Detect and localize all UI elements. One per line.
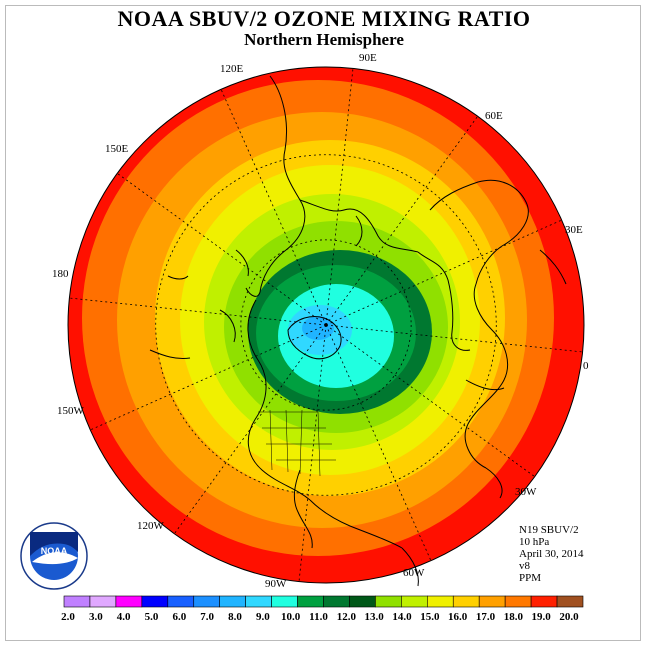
colorbar-swatch [167, 595, 195, 608]
colorbar-swatch [219, 595, 246, 608]
meridian-line [325, 324, 535, 477]
longitude-label: 120W [137, 520, 164, 532]
meridian-line [117, 173, 327, 326]
meridian-line [220, 89, 327, 326]
colorbar-swatch [141, 595, 169, 608]
colorbar-swatch [115, 595, 143, 608]
noaa-logo: NOAA [20, 522, 88, 590]
version-label: v8 [519, 560, 530, 572]
meridian-line [298, 324, 327, 582]
colorbar-tick-label: 8.0 [228, 611, 242, 623]
figure-frame [5, 5, 641, 641]
colorbar-swatch [530, 595, 558, 608]
longitude-label: 150E [105, 143, 129, 155]
date-label: April 30, 2014 [519, 548, 584, 560]
colorbar-swatch [556, 595, 584, 608]
figure-title: NOAA SBUV/2 OZONE MIXING RATIO [117, 6, 531, 31]
colorbar: 2.0 3.0 4.0 5.0 6.0 7.0 8.0 9.0 10.0 11.0 12.0 13.0… [61, 595, 584, 623]
colorbar-tick-label: 16.0 [448, 611, 468, 623]
colorbar-tick-label: 5.0 [145, 611, 159, 623]
colorbar-tick-label: 6.0 [172, 611, 186, 623]
colorbar-tick-label: 15.0 [420, 611, 440, 623]
longitude-label: 150W [57, 405, 84, 417]
colorbar-swatch [89, 595, 117, 608]
colorbar-tick-label: 14.0 [392, 611, 412, 623]
longitude-label: 90W [265, 578, 287, 590]
meridian-line [325, 68, 354, 326]
colorbar-tick-label: 4.0 [117, 611, 131, 623]
colorbar-swatch [401, 595, 428, 608]
lat-lon-grid [69, 68, 583, 582]
meridian-line [90, 324, 327, 431]
colorbar-tick-label: 17.0 [476, 611, 496, 623]
colorbar-tick-label: 20.0 [559, 611, 579, 623]
longitude-label: 30E [565, 224, 583, 236]
colorbar-swatch [349, 595, 376, 608]
colorbar-tick-label: 10.0 [281, 611, 301, 623]
colorbar-tick-label: 13.0 [365, 611, 385, 623]
colorbar-swatch [504, 595, 532, 608]
longitude-label: 180 [52, 268, 69, 280]
figure-subtitle: Northern Hemisphere [244, 30, 404, 49]
colorbar-swatch [452, 595, 480, 608]
colorbar-swatch [323, 595, 350, 608]
colorbar-tick-label: 2.0 [61, 611, 75, 623]
map-boundary [67, 66, 585, 584]
satellite-label: N19 SBUV/2 [519, 524, 579, 536]
logo-text: NOAA [41, 546, 68, 556]
contour-8 [302, 316, 334, 340]
colorbar-tick-label: 18.0 [504, 611, 524, 623]
longitude-label: 30W [515, 486, 537, 498]
colorbar-tick-label: 19.0 [532, 611, 552, 623]
longitude-label: 60E [485, 110, 503, 122]
colorbar-swatch [297, 595, 324, 608]
colorbar-tick-label: 12.0 [337, 611, 357, 623]
colorbar-swatch [245, 595, 272, 608]
colorbar-tick-label: 11.0 [309, 611, 328, 623]
colorbar-swatch [63, 595, 91, 608]
units-label: PPM [519, 572, 542, 584]
colorbar-swatch [426, 595, 454, 608]
colorbar-tick-label: 3.0 [89, 611, 103, 623]
info-block: N19 SBUV/2 10 hPa April 30, 2014 v8 PPM [519, 524, 583, 584]
meridian-line [325, 324, 583, 353]
longitude-label: 90E [359, 52, 377, 64]
pressure-level: 10 hPa [519, 536, 550, 548]
colorbar-swatch [271, 595, 298, 608]
meridian-line [325, 116, 478, 326]
longitude-label: 120E [220, 63, 244, 75]
longitude-label: 60W [403, 567, 425, 579]
colorbar-swatch [193, 595, 221, 608]
meridian-line [69, 297, 327, 326]
meridian-line [174, 324, 327, 534]
colorbar-tick-label: 9.0 [256, 611, 270, 623]
colorbar-swatch [375, 595, 402, 608]
colorbar-tick-label: 7.0 [200, 611, 214, 623]
colorbar-swatch [478, 595, 506, 608]
us-state-borders [258, 409, 336, 477]
longitude-label: 0 [583, 360, 589, 372]
latitude-circle [240, 239, 412, 411]
latitude-circle [155, 154, 497, 496]
